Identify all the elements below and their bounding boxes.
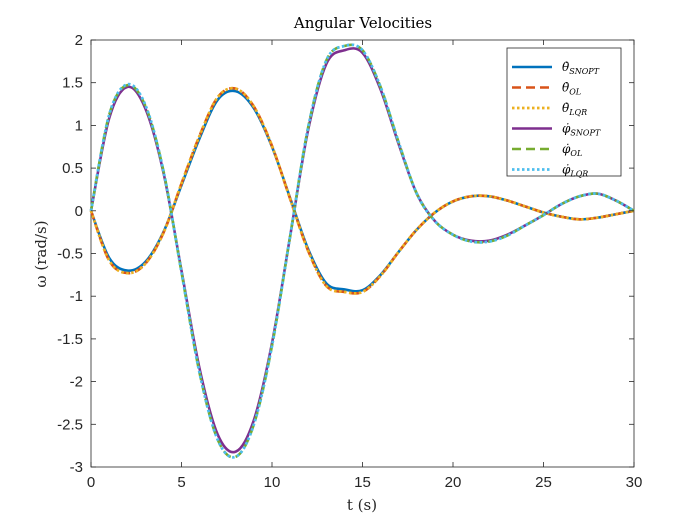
y-axis: -3 -2.5 -2 -1.5 -1 -0.5 0 0.5 1 1.5 2 xyxy=(57,32,634,476)
y-tick-label: -2 xyxy=(70,374,83,391)
legend-symbol: φ̇ xyxy=(562,122,571,136)
legend-subscript: LQR xyxy=(569,170,588,179)
x-tick-label: 15 xyxy=(354,474,371,491)
y-tick-label: 0 xyxy=(75,203,83,220)
x-tick-label: 30 xyxy=(626,474,643,491)
x-tick-label: 0 xyxy=(87,474,95,491)
legend-symbol: φ̇ xyxy=(562,163,571,177)
legend-entry: θ̇OL xyxy=(562,81,581,97)
x-tick-label: 5 xyxy=(177,474,185,491)
series-line-3 xyxy=(89,86,635,295)
x-tick-label: 10 xyxy=(264,474,281,491)
legend-symbol: θ̇ xyxy=(562,60,570,74)
chart-title: Angular Velocities xyxy=(293,14,432,32)
y-tick-label: -1.5 xyxy=(57,331,83,348)
y-tick-label: 1.5 xyxy=(62,75,83,92)
x-axis-label: t (s) xyxy=(347,496,377,514)
y-axis-label: ω (rad/s) xyxy=(32,220,50,287)
y-tick-label: -2.5 xyxy=(57,416,83,433)
legend-symbol: θ̇ xyxy=(562,101,570,115)
y-tick-label: 1 xyxy=(75,117,83,134)
y-tick-label: -3 xyxy=(70,459,83,476)
y-tick-label: 0.5 xyxy=(62,160,83,177)
legend-subscript: LQR xyxy=(568,108,587,117)
y-tick-label: -0.5 xyxy=(57,246,83,263)
legend-subscript: SNOPT xyxy=(570,129,600,138)
y-tick-label: 2 xyxy=(75,32,83,49)
legend-symbol: θ̇ xyxy=(562,81,570,95)
legend-box xyxy=(506,47,622,177)
series-layer xyxy=(89,43,635,459)
legend-subscript: SNOPT xyxy=(569,67,599,76)
legend-entry: φ̇LQR xyxy=(562,163,588,179)
x-axis: 0 5 10 15 20 25 30 xyxy=(87,40,643,491)
legend-entry: φ̇OL xyxy=(562,142,582,158)
legend-symbol: φ̇ xyxy=(562,142,571,156)
y-tick-label: -1 xyxy=(70,288,83,305)
legend-entry: θ̇LQR xyxy=(562,101,587,117)
x-tick-label: 20 xyxy=(445,474,462,491)
series-line-6 xyxy=(89,43,635,459)
legend-subscript: OL xyxy=(569,88,581,97)
x-tick-label: 25 xyxy=(535,474,552,491)
legend-subscript: OL xyxy=(570,149,582,158)
legend-entry: φ̇SNOPT xyxy=(562,122,601,138)
legend-entry: θ̇SNOPT xyxy=(562,60,600,76)
